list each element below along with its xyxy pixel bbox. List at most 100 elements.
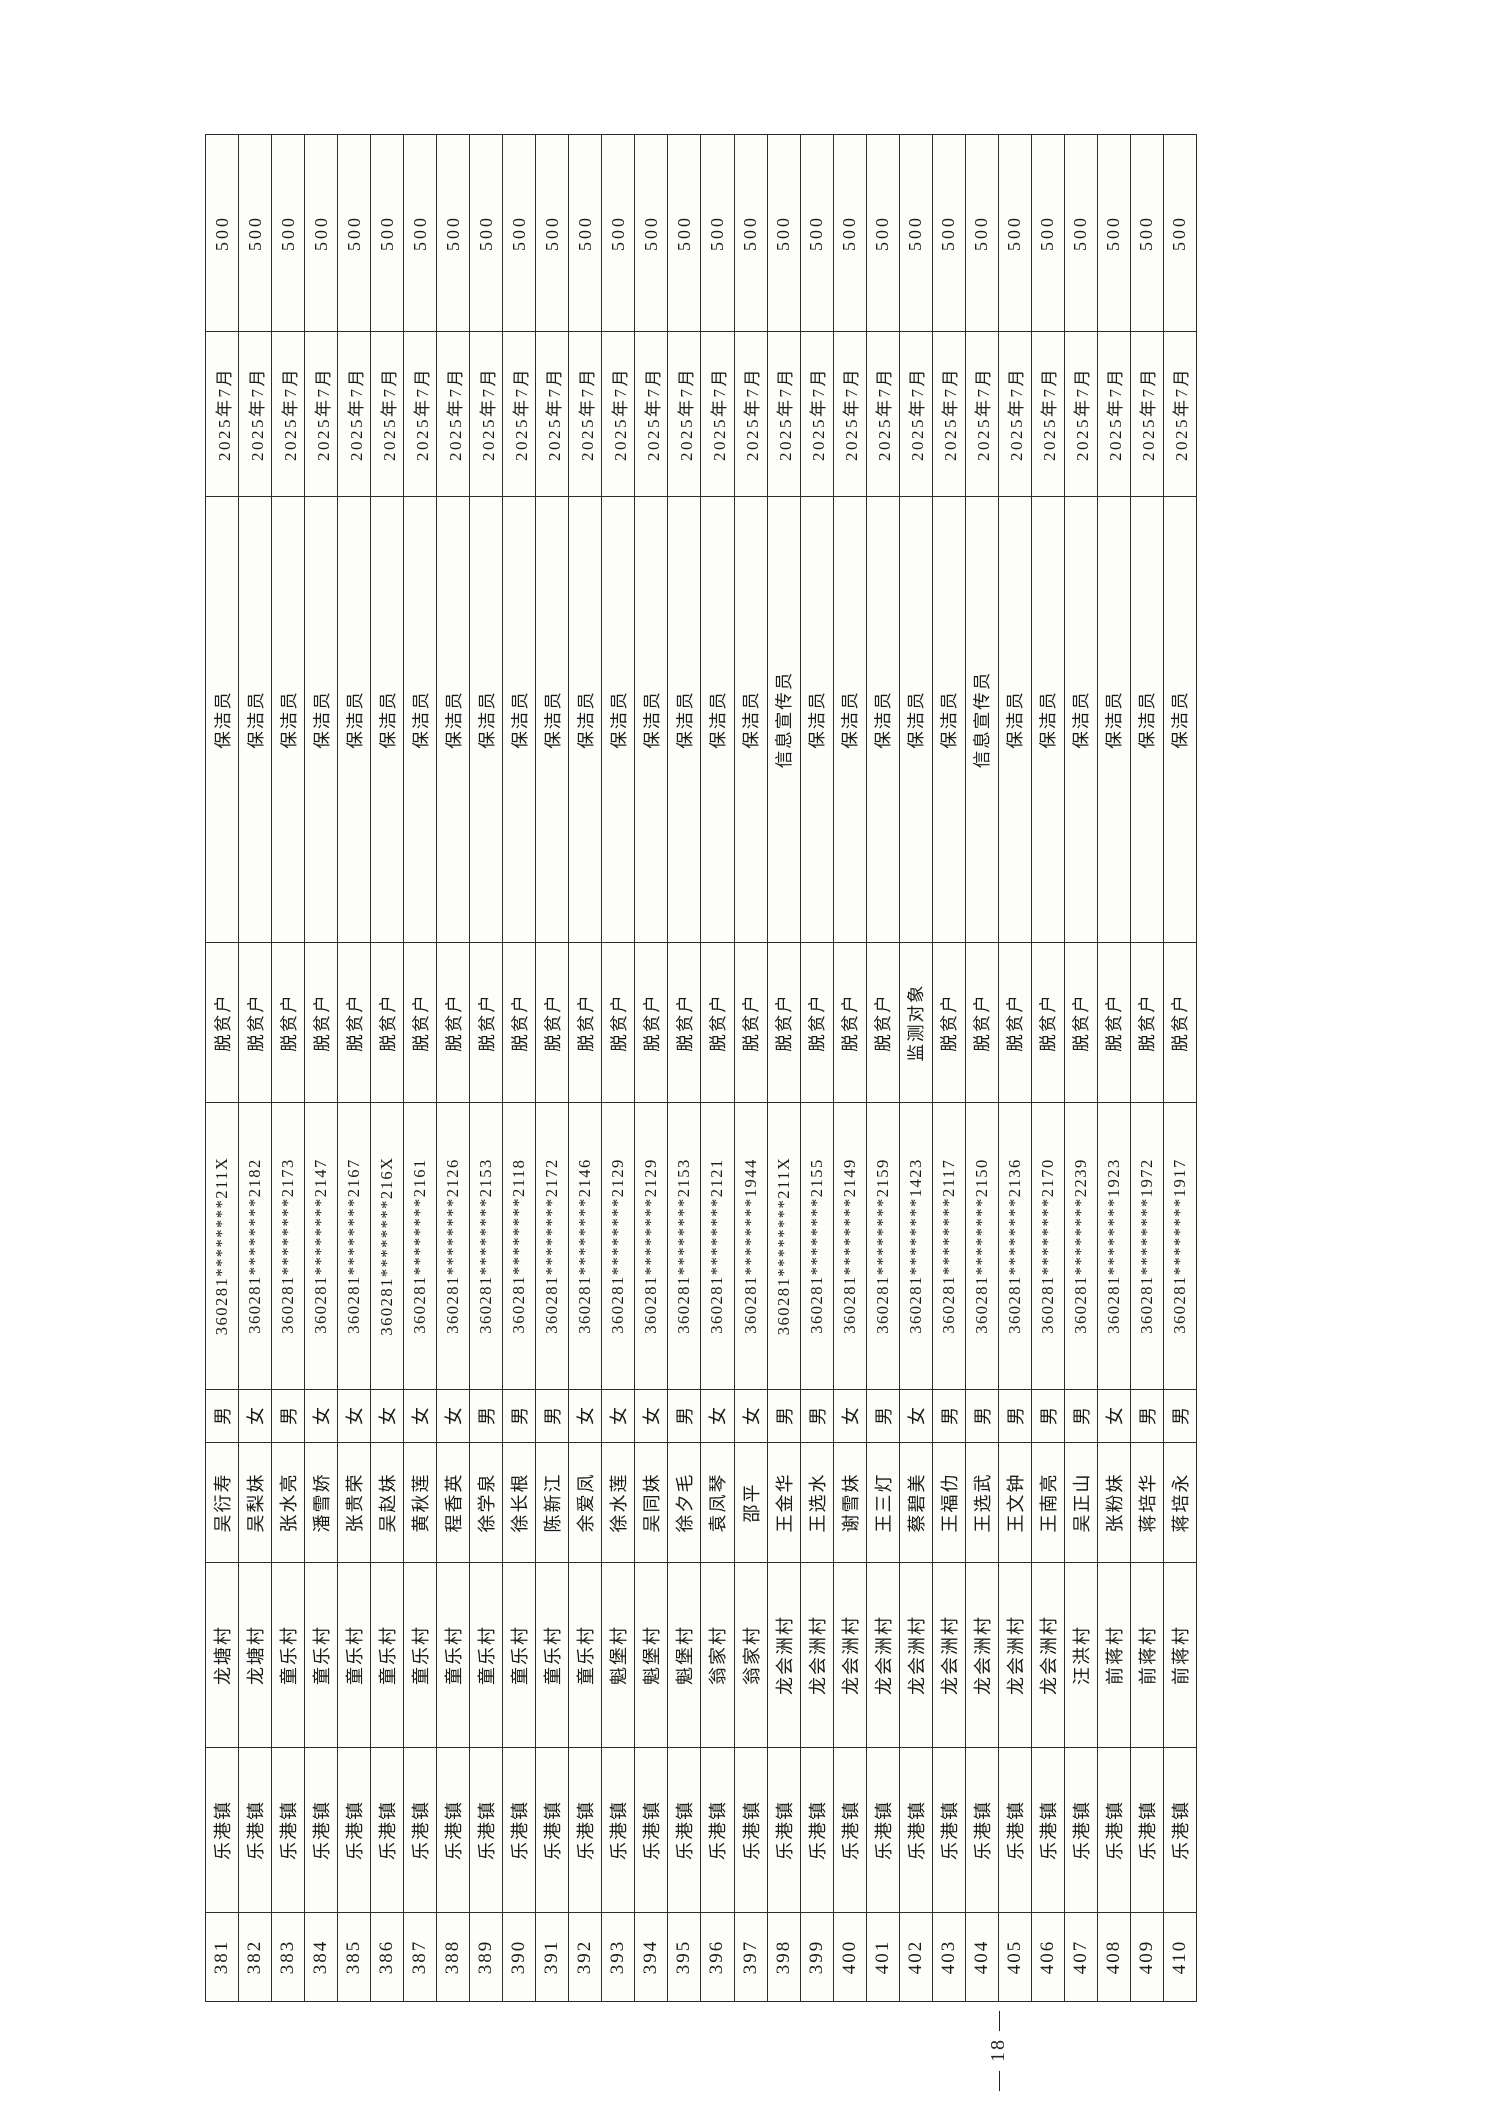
cell-month: 2025年7月 [337, 331, 371, 497]
cell-town: 乐港镇 [238, 1747, 272, 1913]
cell-village: 童乐村 [535, 1562, 569, 1748]
cell-name: 潘雪娇 [304, 1442, 338, 1563]
table-row: 382 乐港镇 龙塘村 吴梨妹女 360281********2182 脱贫户 保洁员 202… [238, 134, 272, 2002]
cell-village: 龙会洲村 [833, 1562, 867, 1748]
cell-id_number: 360281********2182 [238, 1102, 272, 1390]
table-row: 395 乐港镇 魁堡村 徐夕毛男 360281********2153 脱贫户 保洁员 202… [667, 134, 701, 2002]
cell-village: 童乐村 [337, 1562, 371, 1748]
cell-amount: 500 [634, 134, 668, 332]
cell-village: 龙会洲村 [899, 1562, 933, 1748]
cell-town: 乐港镇 [998, 1747, 1032, 1913]
cell-post: 保洁员 [1064, 496, 1098, 943]
cell-id_number: 360281********2159 [866, 1102, 900, 1390]
cell-gender: 女 [833, 1389, 867, 1443]
page-number: — 18 — [986, 2009, 1009, 2091]
table-row: 381 乐港镇 龙塘村 吴衍寿男 360281********211X 脱贫户 保洁员 202… [205, 134, 239, 2002]
cell-amount: 500 [1031, 134, 1065, 332]
cell-category: 脱贫户 [271, 942, 305, 1103]
table-row: 410 乐港镇 前蒋村 蒋培永男 360281********1917 脱贫户 保洁员 202… [1163, 134, 1197, 2002]
cell-category: 脱贫户 [1097, 942, 1131, 1103]
cell-id_number: 360281********2121 [700, 1102, 734, 1390]
cell-id_number: 360281********2167 [337, 1102, 371, 1390]
cell-village: 童乐村 [370, 1562, 404, 1748]
cell-gender: 女 [304, 1389, 338, 1443]
cell-category: 脱贫户 [205, 942, 239, 1103]
cell-village: 童乐村 [403, 1562, 437, 1748]
table-row: 397 乐港镇 翁家村 邵平女 360281********1944 脱贫户 保洁员 2025… [734, 134, 768, 2002]
cell-name: 余爱凤 [568, 1442, 602, 1563]
cell-amount: 500 [502, 134, 536, 332]
cell-post: 保洁员 [700, 496, 734, 943]
cell-name: 吴同妹 [634, 1442, 668, 1563]
cell-seq: 394 [634, 1912, 668, 2002]
cell-month: 2025年7月 [568, 331, 602, 497]
cell-town: 乐港镇 [700, 1747, 734, 1913]
cell-post: 保洁员 [370, 496, 404, 943]
cell-month: 2025年7月 [1064, 331, 1098, 497]
cell-village: 龙会洲村 [965, 1562, 999, 1748]
cell-seq: 388 [436, 1912, 470, 2002]
cell-month: 2025年7月 [1097, 331, 1131, 497]
cell-name: 王南亮 [1031, 1442, 1065, 1563]
table-row: 394 乐港镇 魁堡村 吴同妹女 360281********2129 脱贫户 保洁员 202… [634, 134, 668, 2002]
table-row: 385 乐港镇 童乐村 张贵荣女 360281********2167 脱贫户 保洁员 202… [337, 134, 371, 2002]
cell-amount: 500 [601, 134, 635, 332]
cell-category: 脱贫户 [932, 942, 966, 1103]
table-row: 396 乐港镇 翁家村 袁凤琴女 360281********2121 脱贫户 保洁员 202… [700, 134, 734, 2002]
cell-id_number: 360281********2239 [1064, 1102, 1098, 1390]
cell-id_number: 360281********2155 [800, 1102, 834, 1390]
cell-seq: 387 [403, 1912, 437, 2002]
cell-id_number: 360281********2149 [833, 1102, 867, 1390]
cell-seq: 395 [667, 1912, 701, 2002]
cell-village: 龙会洲村 [866, 1562, 900, 1748]
cell-id_number: 360281********2153 [469, 1102, 503, 1390]
cell-amount: 500 [271, 134, 305, 332]
cell-amount: 500 [700, 134, 734, 332]
cell-town: 乐港镇 [436, 1747, 470, 1913]
cell-id_number: 360281********2117 [932, 1102, 966, 1390]
cell-amount: 500 [932, 134, 966, 332]
cell-village: 童乐村 [436, 1562, 470, 1748]
cell-seq: 389 [469, 1912, 503, 2002]
cell-seq: 391 [535, 1912, 569, 2002]
cell-town: 乐港镇 [965, 1747, 999, 1913]
cell-amount: 500 [734, 134, 768, 332]
cell-village: 翁家村 [700, 1562, 734, 1748]
cell-category: 脱贫户 [535, 942, 569, 1103]
cell-post: 保洁员 [667, 496, 701, 943]
cell-post: 保洁员 [998, 496, 1032, 943]
roster-table-body: 381 乐港镇 龙塘村 吴衍寿男 360281********211X 脱贫户 保洁员 202… [205, 134, 1197, 2002]
cell-category: 脱贫户 [238, 942, 272, 1103]
cell-name: 王金华 [767, 1442, 801, 1563]
cell-village: 前蒋村 [1097, 1562, 1131, 1748]
cell-amount: 500 [403, 134, 437, 332]
cell-month: 2025年7月 [535, 331, 569, 497]
cell-village: 前蒋村 [1163, 1562, 1197, 1748]
cell-seq: 400 [833, 1912, 867, 2002]
cell-post: 保洁员 [502, 496, 536, 943]
cell-amount: 500 [436, 134, 470, 332]
cell-amount: 500 [535, 134, 569, 332]
cell-post: 保洁员 [238, 496, 272, 943]
cell-month: 2025年7月 [238, 331, 272, 497]
cell-category: 脱贫户 [998, 942, 1032, 1103]
cell-month: 2025年7月 [667, 331, 701, 497]
cell-month: 2025年7月 [700, 331, 734, 497]
cell-post: 保洁员 [403, 496, 437, 943]
cell-category: 脱贫户 [767, 942, 801, 1103]
rotated-table-wrapper: 381 乐港镇 龙塘村 吴衍寿男 360281********211X 脱贫户 保洁员 202… [205, 134, 1197, 2002]
cell-name: 张水亮 [271, 1442, 305, 1563]
cell-seq: 393 [601, 1912, 635, 2002]
cell-month: 2025年7月 [304, 331, 338, 497]
cell-post: 保洁员 [568, 496, 602, 943]
cell-id_number: 360281********2161 [403, 1102, 437, 1390]
cell-amount: 500 [998, 134, 1032, 332]
cell-post: 保洁员 [535, 496, 569, 943]
cell-gender: 女 [634, 1389, 668, 1443]
table-row: 391 乐港镇 童乐村 陈新江男 360281********2172 脱贫户 保洁员 202… [535, 134, 569, 2002]
cell-post: 保洁员 [1031, 496, 1065, 943]
cell-id_number: 360281********2150 [965, 1102, 999, 1390]
cell-month: 2025年7月 [205, 331, 239, 497]
cell-id_number: 360281********216X [370, 1102, 404, 1390]
cell-amount: 500 [1163, 134, 1197, 332]
